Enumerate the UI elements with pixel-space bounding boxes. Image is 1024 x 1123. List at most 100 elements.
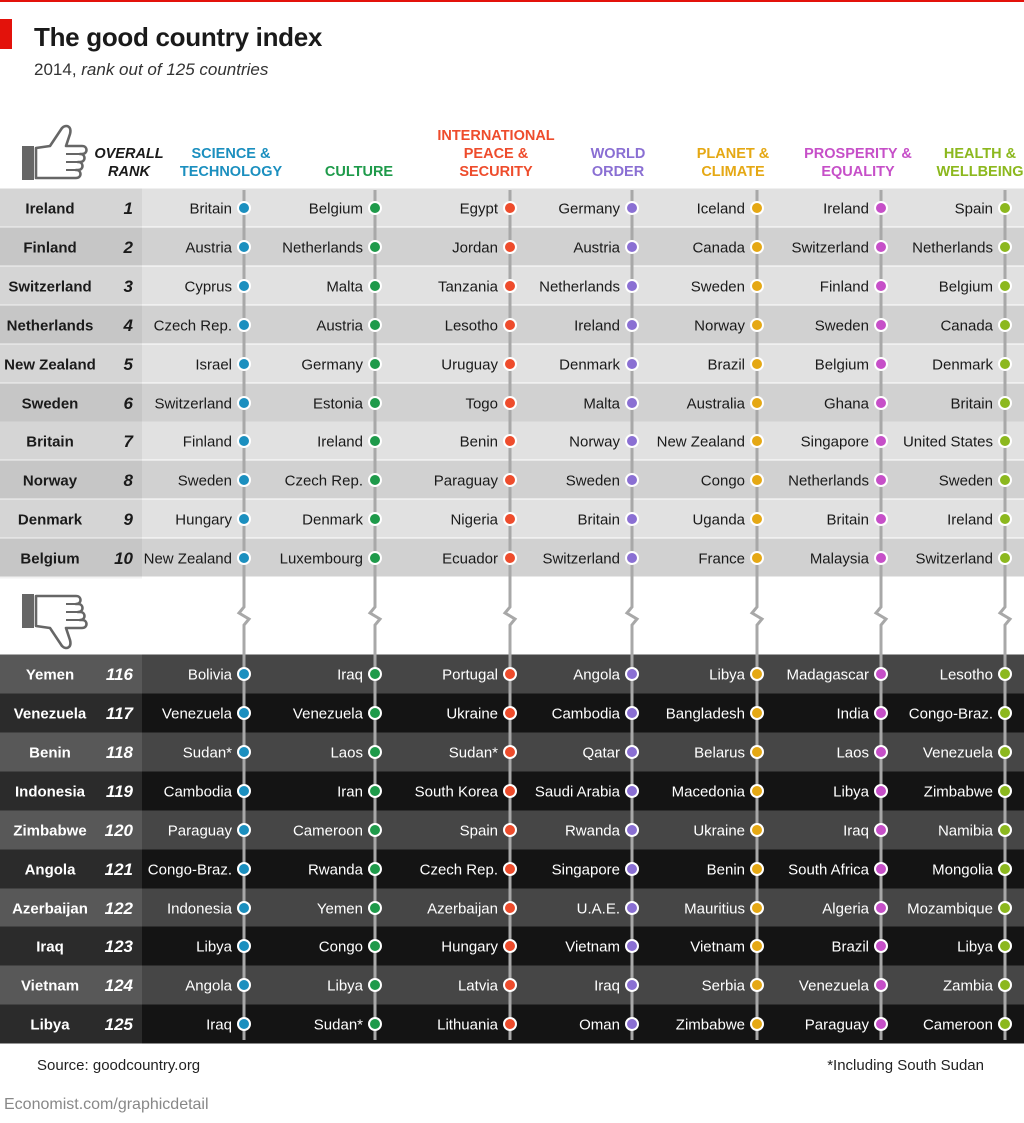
category-dot [998,201,1012,215]
category-country-label: Netherlands [788,473,869,490]
category-dot [750,473,764,487]
category-dot [750,1017,764,1031]
overall-rank-value: 3 [124,277,134,296]
category-dot [625,279,639,293]
category-country-label: Congo [701,473,745,490]
category-dot [998,901,1012,915]
category-country-label: Malaysia [810,551,870,568]
category-dot [750,901,764,915]
category-dot [625,901,639,915]
category-dot [625,396,639,410]
category-country-label: Britain [826,512,869,529]
category-dot [237,784,251,798]
category-dot [625,357,639,371]
category-dot [503,473,517,487]
category-dot [503,279,517,293]
category-dot [625,784,639,798]
country-name: Belgium [20,551,79,568]
category-country-label: Malta [326,279,363,296]
category-country-label: Denmark [932,357,993,374]
category-country-label: Libya [196,939,233,956]
category-country-label: Singapore [801,434,869,451]
category-country-label: Venezuela [293,706,364,723]
category-country-label: Libya [833,784,870,801]
overall-rank-value: 1 [124,199,133,218]
category-country-label: Ukraine [446,706,498,723]
category-dot [750,551,764,565]
red-tag [0,19,12,49]
overall-rank-value: 4 [123,316,134,335]
category-country-label: Algeria [822,901,869,918]
country-name: Venezuela [14,706,87,723]
column-line-break [236,600,252,1040]
category-country-label: Indonesia [167,901,233,918]
category-country-label: Denmark [559,357,620,374]
category-dot [998,745,1012,759]
category-dot [998,1017,1012,1031]
category-country-label: New Zealand [144,551,232,568]
category-dot [874,279,888,293]
category-country-label: Mozambique [907,901,993,918]
category-header: CLIMATE [701,164,765,180]
overall-rank-value: 9 [124,510,134,529]
row-divider [0,537,1024,539]
category-country-label: Switzerland [915,551,993,568]
category-country-label: Sudan* [449,745,498,762]
category-country-label: France [698,551,745,568]
category-country-label: Belgium [309,201,363,218]
category-dot [237,279,251,293]
category-country-label: Ukraine [693,823,745,840]
category-country-label: Libya [327,978,364,995]
category-country-label: Congo [319,939,363,956]
category-dot [368,978,382,992]
category-country-label: Sweden [815,318,869,335]
category-country-label: Malta [583,396,620,413]
category-dot [503,357,517,371]
category-dot [750,823,764,837]
category-header: EQUALITY [821,164,895,180]
column-line-break [502,600,518,1040]
chart-title: The good country index [34,22,323,52]
category-dot [874,1017,888,1031]
category-country-label: South Africa [788,862,870,879]
category-header: PEACE & [464,146,529,162]
category-dot [503,551,517,565]
category-dot [874,745,888,759]
category-dot [368,667,382,681]
category-country-label: Cambodia [552,706,621,723]
category-dot [237,240,251,254]
category-country-label: Uganda [692,512,745,529]
category-country-label: Britain [950,396,993,413]
category-country-label: Portugal [442,667,498,684]
category-header: CULTURE [325,164,394,180]
country-name: Iraq [36,939,64,956]
category-country-label: Britain [577,512,620,529]
column-line-break [873,600,889,1040]
category-country-label: South Korea [415,784,499,801]
category-country-label: Lesotho [940,667,993,684]
category-dot [368,318,382,332]
category-country-label: Canada [940,318,993,335]
category-country-label: Latvia [458,978,499,995]
category-header: TECHNOLOGY [180,164,283,180]
category-dot [874,667,888,681]
category-country-label: Netherlands [282,240,363,257]
category-dot [368,201,382,215]
category-country-label: Togo [465,396,498,413]
category-dot [625,978,639,992]
category-country-label: Uruguay [441,357,498,374]
category-country-label: Yemen [317,901,363,918]
category-dot [998,862,1012,876]
category-dot [503,396,517,410]
category-country-label: Belgium [815,357,869,374]
country-name: Netherlands [7,318,94,335]
row-divider [0,304,1024,306]
country-name: Switzerland [8,279,91,296]
category-country-label: Sweden [178,473,232,490]
country-column-shade [0,654,142,1045]
category-dot [237,473,251,487]
category-country-label: Austria [185,240,232,257]
category-country-label: Iceland [697,201,745,218]
category-country-label: Belgium [939,279,993,296]
category-country-label: Czech Rep. [285,473,363,490]
